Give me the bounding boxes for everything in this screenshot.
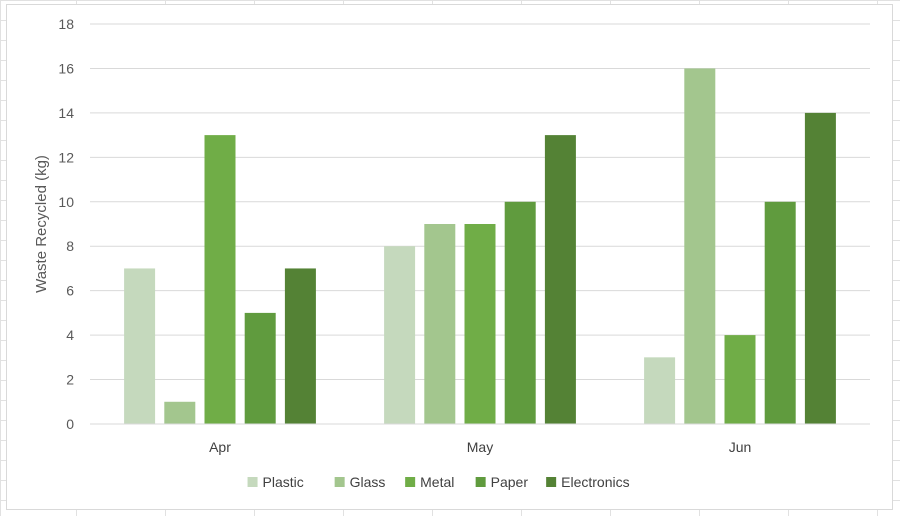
legend-item-electronics[interactable]: Electronics <box>546 474 630 490</box>
bar-electronics-may[interactable] <box>544 135 576 424</box>
y-tick-label: 14 <box>58 105 74 121</box>
legend-swatch <box>475 477 486 487</box>
legend-swatch <box>247 477 258 487</box>
bar-metal-apr[interactable] <box>204 135 236 424</box>
bars <box>124 68 836 424</box>
bar-paper-jun[interactable] <box>764 201 796 424</box>
bar-plastic-apr[interactable] <box>124 268 156 424</box>
y-tick-label: 16 <box>58 60 74 76</box>
legend-label: Metal <box>420 474 454 490</box>
legend-item-metal[interactable]: Metal <box>405 474 454 490</box>
legend-swatch <box>405 477 416 487</box>
bar-metal-jun[interactable] <box>724 335 756 424</box>
y-tick-label: 4 <box>66 327 74 343</box>
y-tick-label: 12 <box>58 149 74 165</box>
bar-electronics-jun[interactable] <box>804 112 836 424</box>
x-axis-tick-labels: Apr May Jun <box>209 439 751 455</box>
bar-plastic-may[interactable] <box>384 246 416 424</box>
y-axis-tick-labels: 0 2 4 6 8 10 12 14 16 18 <box>58 16 74 432</box>
x-tick-label: Apr <box>209 439 231 455</box>
bar-glass-jun[interactable] <box>684 68 716 424</box>
legend-label: Electronics <box>561 474 629 490</box>
y-tick-label: 6 <box>66 283 74 299</box>
y-tick-label: 8 <box>66 238 74 254</box>
legend-item-paper[interactable]: Paper <box>475 474 529 490</box>
legend-item-plastic[interactable]: Plastic <box>247 474 304 490</box>
bar-plastic-jun[interactable] <box>644 357 676 424</box>
x-tick-label: May <box>467 439 493 455</box>
legend-swatch <box>334 477 345 487</box>
legend: Plastic Glass Metal Paper Electronics <box>247 474 630 490</box>
y-axis-title: Waste Recycled (kg) <box>33 155 50 293</box>
legend-label: Paper <box>491 474 529 490</box>
legend-swatch <box>546 477 557 487</box>
legend-item-glass[interactable]: Glass <box>334 474 386 490</box>
y-tick-label: 0 <box>66 416 74 432</box>
x-tick-label: Jun <box>729 439 752 455</box>
y-tick-label: 2 <box>66 372 74 388</box>
legend-label: Glass <box>350 474 386 490</box>
y-tick-label: 18 <box>58 16 74 32</box>
bar-paper-apr[interactable] <box>244 312 276 424</box>
legend-label: Plastic <box>263 474 304 490</box>
bar-paper-may[interactable] <box>504 201 536 424</box>
y-tick-label: 10 <box>58 194 74 210</box>
bar-electronics-apr[interactable] <box>284 268 316 424</box>
bar-metal-may[interactable] <box>464 224 496 424</box>
bar-glass-apr[interactable] <box>164 401 196 424</box>
bar-glass-may[interactable] <box>424 224 456 424</box>
